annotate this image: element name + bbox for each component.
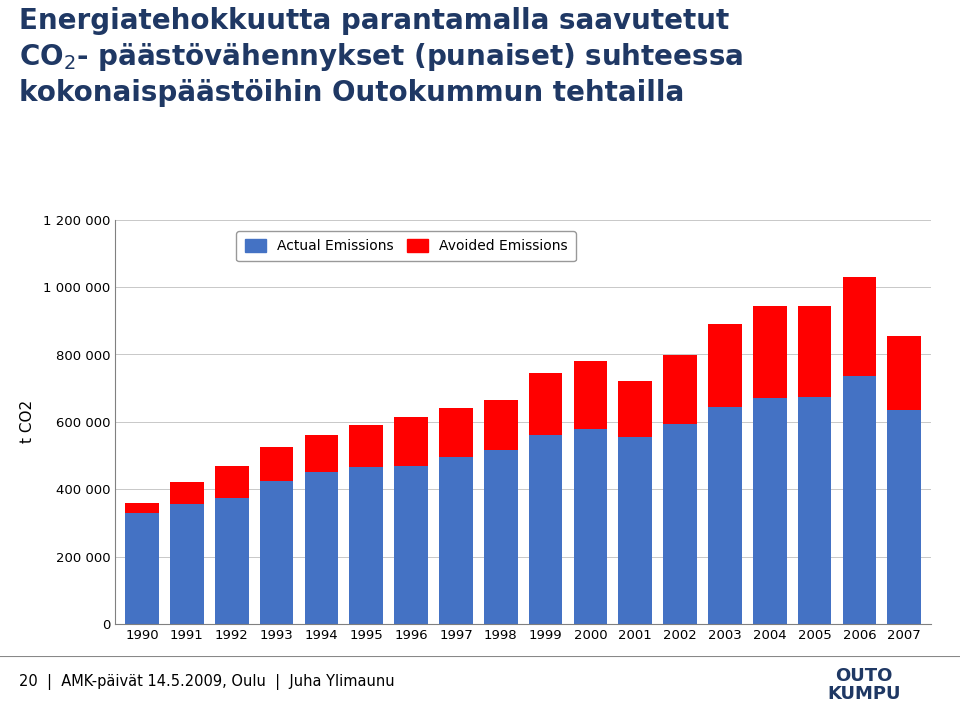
Bar xyxy=(708,324,742,407)
Y-axis label: t CO2: t CO2 xyxy=(19,401,35,443)
Bar xyxy=(484,450,517,624)
Bar xyxy=(395,466,428,624)
Bar xyxy=(304,435,338,472)
Bar xyxy=(439,408,472,457)
Legend: Actual Emissions, Avoided Emissions: Actual Emissions, Avoided Emissions xyxy=(236,230,576,262)
Bar xyxy=(260,481,294,624)
Text: KUMPU: KUMPU xyxy=(828,685,900,703)
Bar xyxy=(304,472,338,624)
Text: Energiatehokkuutta parantamalla saavutetut
CO$_2$- päästövähennykset (punaiset) : Energiatehokkuutta parantamalla saavutet… xyxy=(19,7,743,106)
Bar xyxy=(663,423,697,624)
Bar xyxy=(843,277,876,376)
Text: 20  |  AMK-päivät 14.5.2009, Oulu  |  Juha Ylimaunu: 20 | AMK-päivät 14.5.2009, Oulu | Juha Y… xyxy=(19,674,395,691)
Bar xyxy=(126,503,159,513)
Bar xyxy=(260,447,294,481)
Bar xyxy=(395,417,428,466)
Bar xyxy=(215,466,249,498)
Bar xyxy=(618,381,652,437)
Bar xyxy=(215,498,249,624)
Bar xyxy=(484,400,517,450)
Bar xyxy=(529,373,563,435)
Bar xyxy=(843,376,876,624)
Bar xyxy=(618,437,652,624)
Bar xyxy=(887,336,921,410)
Bar xyxy=(753,306,786,398)
Bar xyxy=(439,457,472,624)
Bar xyxy=(798,396,831,624)
Bar xyxy=(574,362,608,428)
Bar xyxy=(574,428,608,624)
Bar xyxy=(126,513,159,624)
Bar xyxy=(708,407,742,624)
Bar xyxy=(753,398,786,624)
Bar xyxy=(529,435,563,624)
Bar xyxy=(887,410,921,624)
Bar xyxy=(170,482,204,504)
Bar xyxy=(798,306,831,396)
Bar xyxy=(349,425,383,467)
Bar xyxy=(170,504,204,624)
Bar xyxy=(349,467,383,624)
Bar xyxy=(663,354,697,423)
Text: OUTO: OUTO xyxy=(835,667,893,685)
